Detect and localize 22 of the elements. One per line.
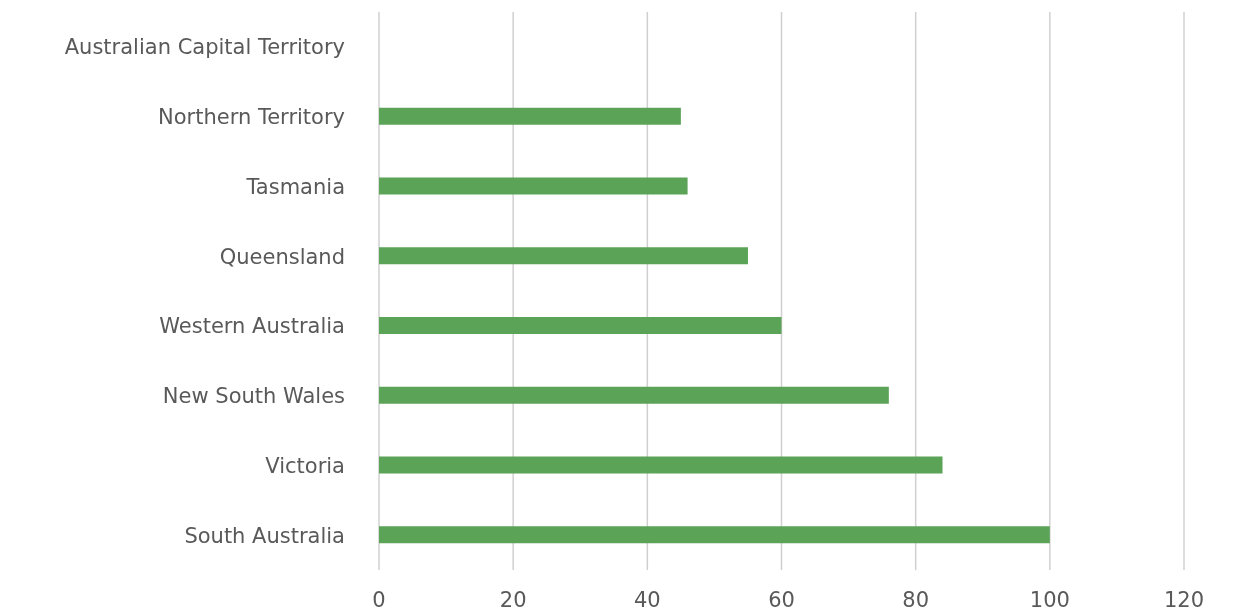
bar — [379, 107, 681, 125]
x-tick-label: 100 — [1029, 587, 1070, 612]
bar — [379, 317, 782, 334]
y-tick-label: Northern Territory — [158, 105, 345, 130]
y-tick-label: Victoria — [265, 453, 345, 478]
bar — [379, 526, 1050, 544]
x-tick-label: 60 — [768, 587, 795, 612]
y-tick-label: Western Australia — [159, 314, 345, 339]
y-tick-label: South Australia — [184, 523, 345, 548]
y-tick-label: Tasmania — [245, 174, 345, 199]
y-tick-label: Australian Capital Territory — [64, 35, 345, 60]
x-tick-label: 120 — [1163, 587, 1205, 612]
bar — [379, 247, 748, 265]
x-tick-label: 80 — [902, 587, 930, 612]
x-tick-label: 40 — [633, 587, 661, 612]
bar — [379, 177, 688, 195]
y-tick-label: Queensland — [219, 244, 345, 269]
bar — [379, 456, 943, 474]
y-tick-label: New South Wales — [162, 384, 345, 409]
bar — [379, 386, 889, 404]
x-tick-label: 0 — [372, 587, 386, 612]
x-tick-label: 20 — [499, 587, 527, 612]
